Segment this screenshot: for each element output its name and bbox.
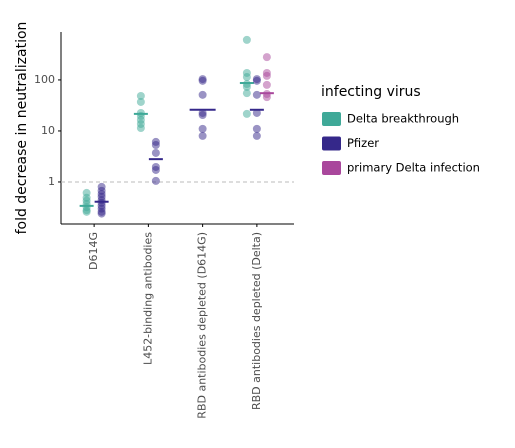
legend-swatch [322,136,341,151]
point [151,148,160,157]
legend-label: Delta breakthrough [347,112,459,126]
point [242,73,251,82]
y-tick-label: 1 [48,175,55,188]
x-tick-label: D614G [87,232,100,270]
point [252,108,261,117]
point [82,207,91,216]
x-tick-label: RBD antibodies depleted (Delta) [250,232,263,410]
point [136,97,145,106]
point [198,76,207,85]
point [242,35,251,44]
legend-swatch [322,161,341,175]
point [262,93,271,102]
point [262,80,271,89]
point [252,131,261,140]
point [198,131,207,140]
point [151,165,160,174]
point [262,71,271,80]
legend-label: Pfizer [347,136,379,150]
x-tick-label: RBD antibodies depleted (D614G) [196,232,209,419]
point [242,89,251,98]
point [252,124,261,133]
point [198,124,207,133]
legend-title: infecting virus [321,84,421,100]
point [151,141,160,150]
point [198,90,207,99]
y-axis-label: fold decrease in neutralization [14,22,30,235]
point [242,109,251,118]
legend-label: primary Delta infection [347,161,480,175]
y-tick-label: 100 [34,73,55,86]
point [198,111,207,120]
point [262,53,271,62]
point [136,124,145,133]
y-tick-label: 10 [41,124,55,137]
legend-swatch [322,112,341,126]
point [242,82,251,91]
point [136,91,145,100]
point [252,90,261,99]
point [97,209,106,218]
point [151,176,160,185]
point [252,76,261,85]
x-tick-label: L452-binding antibodies [141,232,154,365]
